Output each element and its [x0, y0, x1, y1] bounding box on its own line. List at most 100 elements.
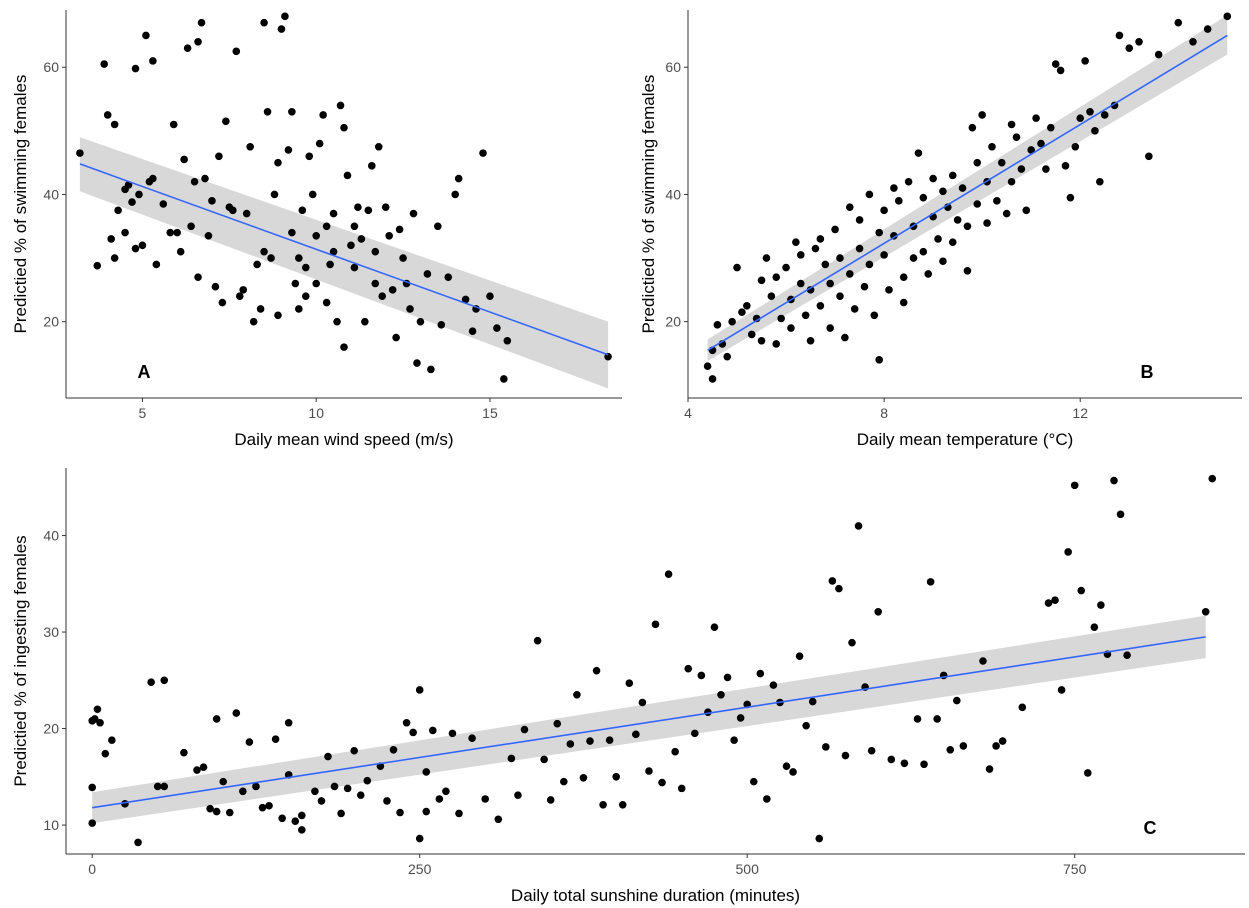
data-point-b-25	[801, 311, 810, 320]
data-point-a-61	[288, 107, 296, 116]
data-point-c-88	[684, 664, 693, 673]
data-point-b-101	[1076, 114, 1085, 122]
scatter-plot-sunshine: 0 250 500 750 10 20 30 40 Daily total sunshine d…	[11, 468, 1245, 905]
data-point-b-39	[845, 270, 854, 278]
data-point-a-48	[253, 260, 261, 269]
data-point-b-63	[924, 270, 933, 278]
data-point-a-103	[406, 305, 414, 313]
scatter-plot-wind-speed: 5 10 15 20 40 60 Daily mean wind speed (m/s) Pr…	[11, 10, 622, 449]
data-point-a-60	[288, 228, 296, 237]
data-point-a-58	[281, 12, 289, 21]
data-point-a-44	[242, 209, 251, 218]
data-point-c-5	[96, 718, 104, 727]
data-point-a-97	[385, 232, 393, 240]
data-point-b-0	[703, 362, 712, 370]
data-point-c-74	[592, 666, 601, 675]
data-point-a-112	[451, 190, 460, 199]
data-point-c-12	[160, 782, 169, 791]
data-point-a-92	[371, 247, 380, 256]
data-point-a-109	[434, 222, 442, 231]
data-point-c-79	[625, 679, 634, 687]
data-point-b-5	[723, 352, 732, 361]
data-point-a-84	[347, 241, 355, 250]
data-point-b-9	[743, 301, 751, 310]
y-tick-label-c-0: 10	[43, 817, 59, 833]
data-point-c-39	[337, 809, 345, 818]
data-point-c-127	[959, 742, 968, 750]
data-point-a-74	[322, 222, 331, 231]
data-point-c-53	[422, 807, 431, 816]
x-axis-title-c: Daily total sunshine duration (minutes)	[511, 886, 800, 905]
data-point-c-72	[579, 773, 588, 782]
data-point-c-78	[618, 800, 627, 809]
data-point-a-70	[312, 232, 321, 240]
data-point-c-52	[422, 768, 431, 776]
data-point-c-37	[324, 752, 332, 761]
data-point-a-75	[322, 298, 331, 307]
data-point-b-72	[953, 216, 962, 224]
data-point-c-33	[298, 826, 306, 834]
data-point-c-35	[311, 787, 319, 796]
data-point-b-23	[796, 279, 805, 288]
data-point-b-85	[1002, 209, 1011, 218]
data-point-a-4	[110, 120, 119, 129]
data-point-c-54	[429, 726, 437, 735]
data-point-c-104	[789, 768, 797, 776]
data-point-c-135	[1057, 686, 1066, 694]
data-point-b-35	[836, 292, 844, 301]
data-point-c-131	[998, 737, 1007, 745]
data-point-b-43	[860, 282, 869, 291]
data-point-a-111	[444, 273, 453, 281]
data-point-c-119	[900, 759, 909, 768]
data-point-c-111	[835, 584, 843, 593]
data-point-c-106	[802, 721, 810, 730]
data-point-c-42	[356, 791, 365, 799]
data-point-b-71	[948, 238, 957, 246]
data-point-b-66	[934, 235, 942, 243]
data-point-b-34	[831, 225, 839, 234]
data-point-c-82	[645, 767, 653, 775]
data-point-a-0	[76, 149, 84, 157]
data-point-c-105	[795, 652, 804, 660]
data-point-a-39	[222, 117, 230, 126]
data-point-b-98	[1061, 162, 1070, 170]
data-point-c-4	[93, 705, 102, 714]
data-point-a-22	[166, 228, 175, 237]
data-point-a-23	[169, 120, 178, 129]
data-point-c-32	[291, 817, 300, 825]
data-point-a-82	[340, 343, 348, 351]
data-point-c-85	[664, 570, 673, 578]
data-point-a-62	[291, 279, 300, 288]
data-point-c-14	[180, 748, 188, 757]
data-point-b-111	[1145, 152, 1153, 161]
data-point-c-133	[1044, 599, 1053, 607]
data-point-c-29	[278, 814, 286, 823]
data-point-c-66	[540, 755, 548, 764]
data-point-a-11	[128, 198, 136, 206]
data-point-c-21	[225, 808, 234, 817]
data-point-a-77	[329, 209, 338, 218]
data-point-c-137	[1070, 481, 1079, 490]
data-point-a-119	[493, 324, 501, 332]
data-point-b-3	[713, 321, 722, 329]
data-point-a-16	[138, 241, 147, 250]
data-point-c-19	[212, 807, 221, 816]
data-point-c-113	[848, 638, 856, 647]
data-point-b-54	[895, 197, 903, 205]
x-tick-label-c-3: 750	[1063, 861, 1087, 877]
data-point-a-6	[110, 254, 119, 262]
data-point-b-44	[865, 190, 874, 199]
data-point-b-81	[983, 219, 991, 227]
regression-line-a	[79, 163, 609, 356]
data-point-c-17	[206, 804, 214, 813]
data-point-b-1	[708, 375, 717, 383]
data-point-b-113	[1174, 18, 1183, 27]
data-point-a-110	[437, 321, 446, 329]
data-point-a-38	[218, 298, 227, 307]
data-point-c-58	[455, 809, 463, 818]
data-point-b-36	[836, 254, 844, 262]
data-point-c-71	[573, 690, 581, 699]
data-point-b-112	[1154, 50, 1163, 59]
data-point-a-49	[256, 305, 265, 313]
data-point-a-50	[260, 247, 268, 256]
